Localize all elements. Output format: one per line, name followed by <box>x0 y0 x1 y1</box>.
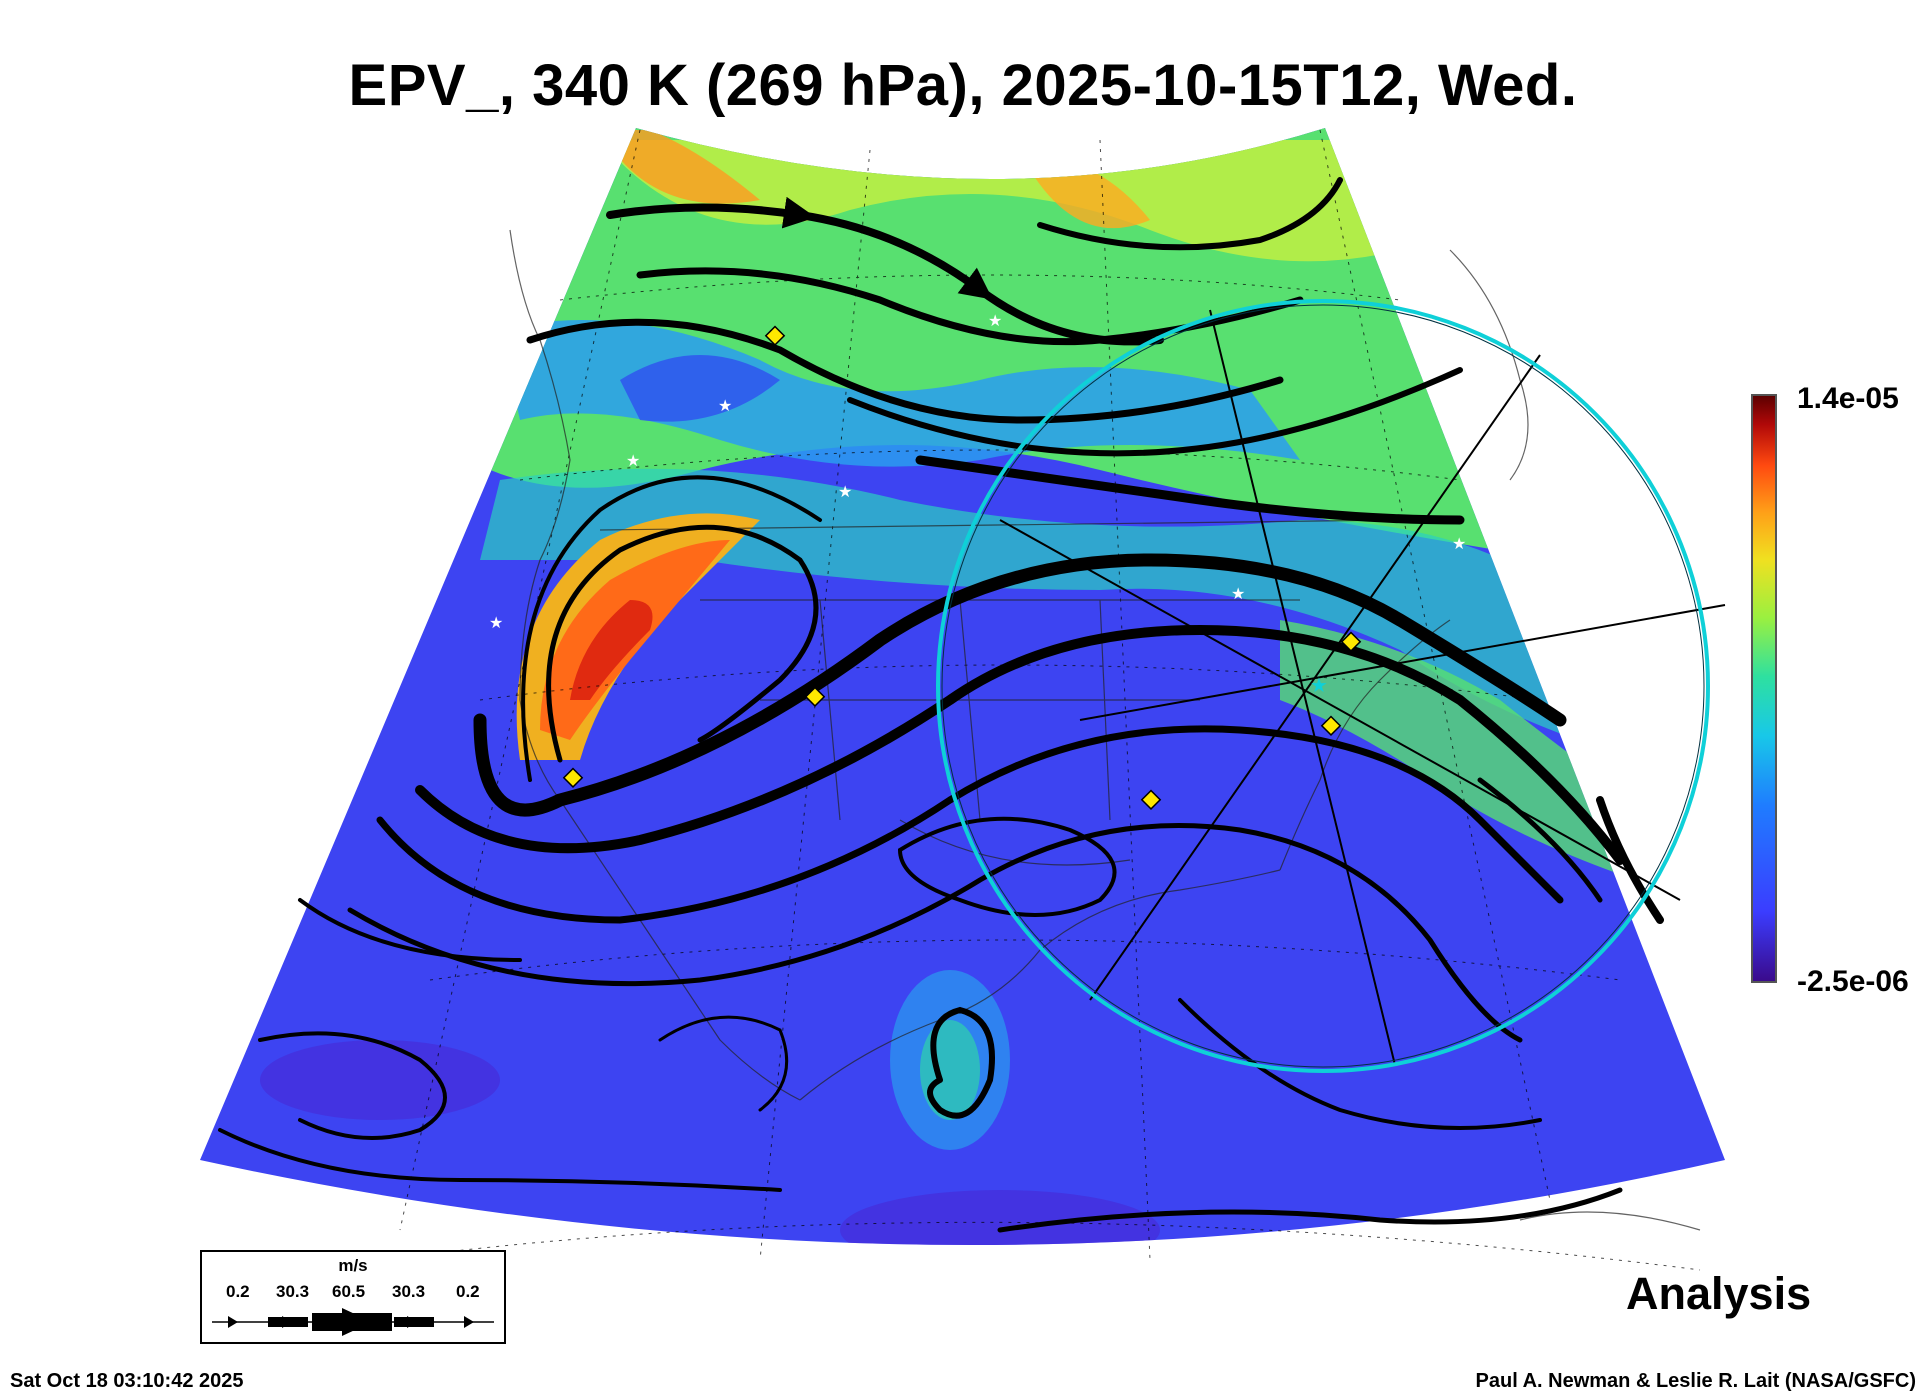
colorbar-min-label: -2.5e-06 <box>1797 965 1909 998</box>
svg-text:★: ★ <box>988 311 1002 330</box>
wind-speed-legend: m/s 0.2 30.3 60.5 30.3 0.2 <box>200 1250 506 1344</box>
timestamp: Sat Oct 18 03:10:42 2025 <box>10 1370 244 1392</box>
wind-legend-value: 0.2 <box>456 1282 480 1301</box>
star-markers: ★ ★ ★ ★ ★ ★ ★ <box>489 311 1466 632</box>
wind-legend-value: 0.2 <box>226 1282 250 1301</box>
center-star: ★ <box>1310 675 1328 697</box>
svg-text:★: ★ <box>1231 584 1245 603</box>
svg-text:★: ★ <box>718 396 732 415</box>
colorbar-max-label: 1.4e-05 <box>1797 382 1899 415</box>
svg-text:★: ★ <box>838 482 852 501</box>
svg-text:★: ★ <box>489 613 503 632</box>
wind-legend-value: 30.3 <box>276 1282 310 1301</box>
wind-legend-arrow <box>212 1308 494 1336</box>
wind-legend-unit: m/s <box>338 1256 368 1275</box>
analysis-label: Analysis <box>1626 1268 1812 1319</box>
map-title: EPV_, 340 K (269 hPa), 2025-10-15T12, We… <box>348 53 1578 118</box>
wind-legend-value: 30.3 <box>392 1282 426 1301</box>
colorbar <box>1751 394 1777 983</box>
coastlines <box>509 229 1701 1231</box>
credit: Paul A. Newman & Leslie R. Lait (NASA/GS… <box>1475 1370 1916 1392</box>
target-circle <box>936 299 1710 1073</box>
svg-text:★: ★ <box>1452 534 1466 553</box>
cross-section-lines <box>999 309 1726 1066</box>
wind-legend-value: 60.5 <box>332 1282 366 1301</box>
station-markers <box>562 325 1362 810</box>
target-circle-inner <box>941 304 1705 1068</box>
svg-text:★: ★ <box>626 451 640 470</box>
